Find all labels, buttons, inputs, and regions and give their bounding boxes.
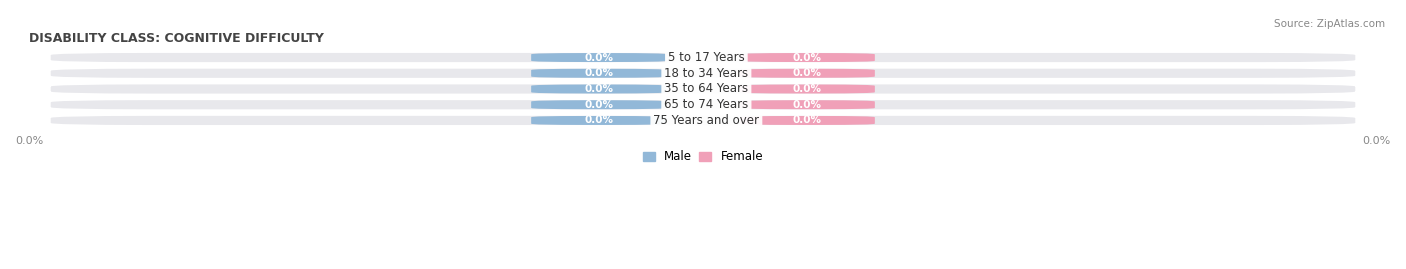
FancyBboxPatch shape (740, 116, 875, 125)
Text: DISABILITY CLASS: COGNITIVE DIFFICULTY: DISABILITY CLASS: COGNITIVE DIFFICULTY (30, 32, 323, 45)
Text: 0.0%: 0.0% (583, 84, 613, 94)
Legend: Male, Female: Male, Female (638, 146, 768, 168)
Text: 0.0%: 0.0% (793, 52, 823, 62)
FancyBboxPatch shape (49, 52, 1357, 63)
Text: 0.0%: 0.0% (793, 84, 823, 94)
Text: 0.0%: 0.0% (583, 68, 613, 78)
Text: Source: ZipAtlas.com: Source: ZipAtlas.com (1274, 19, 1385, 29)
Text: 0.0%: 0.0% (583, 52, 613, 62)
FancyBboxPatch shape (531, 69, 666, 78)
FancyBboxPatch shape (740, 69, 875, 78)
Text: 0.0%: 0.0% (793, 68, 823, 78)
FancyBboxPatch shape (531, 53, 666, 62)
Text: 5 to 17 Years: 5 to 17 Years (668, 51, 745, 64)
Text: 75 Years and over: 75 Years and over (654, 114, 759, 127)
Text: 18 to 34 Years: 18 to 34 Years (664, 67, 748, 80)
Text: 0.0%: 0.0% (793, 100, 823, 110)
FancyBboxPatch shape (49, 99, 1357, 111)
FancyBboxPatch shape (740, 53, 875, 62)
Text: 0.0%: 0.0% (583, 115, 613, 125)
Text: 35 to 64 Years: 35 to 64 Years (664, 83, 748, 95)
FancyBboxPatch shape (49, 83, 1357, 95)
FancyBboxPatch shape (49, 115, 1357, 126)
FancyBboxPatch shape (531, 84, 666, 93)
FancyBboxPatch shape (740, 84, 875, 93)
Text: 0.0%: 0.0% (793, 115, 823, 125)
FancyBboxPatch shape (531, 116, 666, 125)
FancyBboxPatch shape (740, 100, 875, 109)
FancyBboxPatch shape (531, 100, 666, 109)
Text: 0.0%: 0.0% (583, 100, 613, 110)
FancyBboxPatch shape (49, 67, 1357, 79)
Text: 65 to 74 Years: 65 to 74 Years (664, 98, 748, 111)
